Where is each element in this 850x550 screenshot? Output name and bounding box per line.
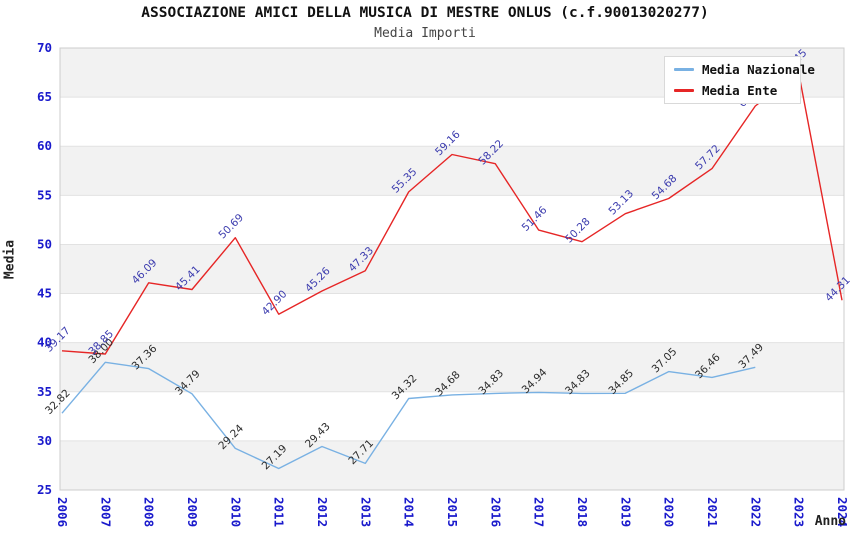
x-tick-label: 2024 [835, 497, 850, 527]
plot-border [59, 47, 845, 491]
plot-band [60, 391, 844, 441]
y-tick-label: 40 [37, 335, 52, 350]
x-axis-title: Anno [814, 514, 846, 529]
x-tick-label: 2011 [272, 497, 287, 527]
y-tick-label: 25 [37, 482, 52, 497]
x-tick-label: 2013 [358, 497, 373, 527]
y-tick-label: 45 [37, 286, 52, 301]
legend-item-media-ente: Media Ente [674, 83, 800, 98]
x-tick-label: 2010 [228, 497, 243, 527]
x-tick-label: 2008 [142, 497, 157, 527]
media-nazionale-line-swatch [674, 68, 694, 71]
x-tick-label: 2020 [662, 497, 677, 527]
x-tick-label: 2006 [55, 497, 70, 527]
plot-band [60, 293, 844, 343]
y-axis-title: Media [2, 239, 18, 280]
y-tick-label: 35 [37, 384, 52, 399]
plot-band [60, 342, 844, 392]
y-tick-label: 60 [37, 138, 52, 153]
legend-item-media-nazionale: Media Nazionale [674, 62, 815, 77]
x-tick-label: 2023 [792, 497, 807, 527]
y-tick-label: 55 [37, 187, 52, 202]
series-line-media-nazionale [61, 361, 756, 470]
plot-band [60, 244, 844, 294]
x-tick-label: 2016 [488, 497, 503, 527]
x-tick-label: 2022 [748, 497, 763, 527]
x-tick-label: 2018 [575, 497, 590, 527]
plot-band [60, 97, 844, 147]
media-ente-line-swatch [674, 89, 694, 92]
chart-title: ASSOCIAZIONE AMICI DELLA MUSICA DI MESTR… [141, 5, 709, 21]
legend-label: Media Nazionale [702, 62, 815, 77]
legend-label: Media Ente [702, 83, 778, 98]
plot-band [60, 440, 844, 490]
series-line-media-ente [61, 72, 843, 355]
x-tick-label: 2007 [98, 497, 113, 527]
x-tick-label: 2014 [402, 497, 417, 527]
plot-band [60, 195, 844, 245]
x-tick-label: 2021 [705, 497, 720, 527]
chart-legend: Media Nazionale Media Ente [664, 56, 815, 104]
x-tick-label: 2019 [618, 497, 633, 527]
plot-band [60, 146, 844, 196]
y-tick-label: 65 [37, 89, 52, 104]
y-tick-label: 70 [37, 40, 52, 55]
chart-subtitle: Media Importi [374, 26, 476, 41]
y-tick-label: 50 [37, 236, 52, 251]
x-tick-label: 2017 [532, 497, 547, 527]
x-tick-label: 2015 [445, 497, 460, 527]
x-tick-label: 2012 [315, 497, 330, 527]
y-tick-label: 30 [37, 433, 52, 448]
x-tick-label: 2009 [185, 497, 200, 527]
